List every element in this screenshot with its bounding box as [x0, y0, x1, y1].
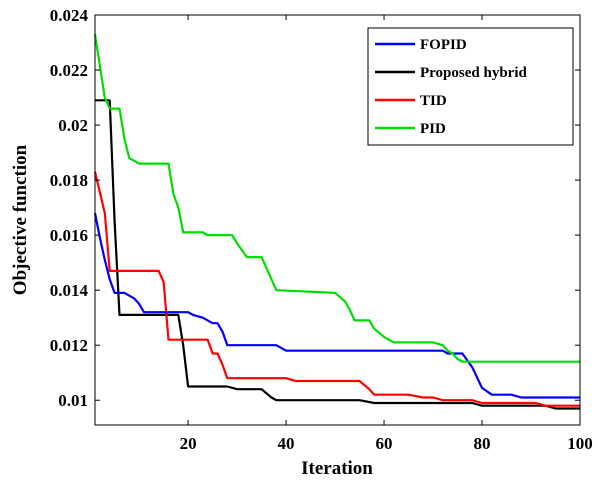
x-tick-labels: 20 40 60 80 100 — [180, 434, 593, 453]
y-tick-label: 0.012 — [50, 336, 88, 355]
x-tick-label: 80 — [474, 434, 491, 453]
plot-frame — [94, 14, 581, 426]
y-tick-label: 0.024 — [50, 6, 89, 25]
series-layer — [93, 34, 580, 410]
series-line-proposed-hybrid — [95, 99, 580, 410]
x-tick-label: 100 — [567, 434, 593, 453]
series-line-tid — [93, 171, 580, 407]
y-axis-label: Objective function — [10, 144, 31, 295]
y-tick-label: 0.02 — [58, 116, 88, 135]
x-tick-label: 20 — [180, 434, 197, 453]
y-tick-label: 0.01 — [58, 391, 88, 410]
y-tick-label: 0.022 — [50, 61, 88, 80]
y-tick-label: 0.014 — [50, 281, 89, 300]
y-tick-labels: 0.01 0.012 0.014 0.016 0.018 0.02 0.022 0.024 — [50, 6, 89, 410]
legend-label: TID — [420, 93, 447, 109]
x-tick-label: 60 — [376, 434, 393, 453]
series-line-fopid — [93, 212, 580, 399]
legend-label: FOPID — [420, 37, 467, 53]
legend-label: PID — [420, 121, 446, 137]
legend-label: Proposed hybrid — [420, 65, 527, 81]
tick-layer — [95, 14, 581, 425]
x-tick-label: 40 — [278, 434, 295, 453]
legend-entries: FOPID Proposed hybrid TID PID — [375, 37, 527, 137]
series-line-pid — [93, 34, 580, 363]
x-axis-label: Iteration — [301, 458, 373, 479]
y-tick-label: 0.018 — [50, 171, 88, 190]
legend-box — [367, 27, 574, 146]
legend: FOPID Proposed hybrid TID PID — [367, 27, 574, 146]
y-tick-label: 0.016 — [50, 226, 88, 245]
